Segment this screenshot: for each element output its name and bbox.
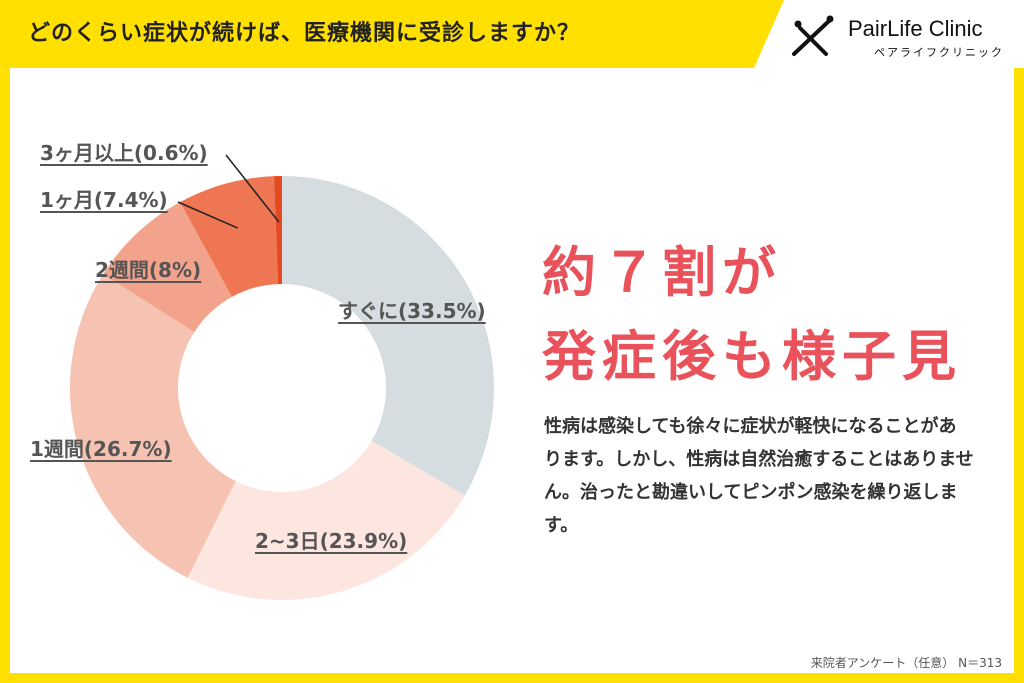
logo-subtitle: ペアライフクリニック [874, 46, 1004, 59]
title-bar: どのくらい症状が続けば、医療機関に受診しますか？ [0, 0, 760, 62]
slice-label-5: 3ヶ月以上(0.6%) [40, 141, 208, 165]
slice-label-0: すぐに(33.5%) [338, 299, 486, 323]
slice-2 [70, 274, 236, 578]
slice-1 [187, 440, 465, 600]
headline-line-1: 約７割が [542, 241, 782, 304]
slice-3 [103, 202, 232, 333]
chart-labels: すぐに(33.5%) 2~3日(23.9%) 1週間(26.7%) 2週間(8%) 1ヶ… [30, 141, 486, 554]
logo-icon [792, 15, 834, 56]
headline-line-2: 発症後も様子見 [542, 325, 962, 388]
chart-slices [70, 176, 494, 600]
chart-leader-lines [177, 154, 280, 229]
survey-footnote: 来院者アンケート（任意） N＝313 [810, 656, 1002, 670]
body-paragraph: 性病は感染しても徐々に症状が軽快になることがあります。しかし、性病は自然治癒する… [544, 416, 974, 536]
slice-label-3: 2週間(8%) [95, 258, 201, 282]
page-title: どのくらい症状が続けば、医療機関に受診しますか？ [28, 21, 581, 46]
slice-label-2: 1週間(26.7%) [30, 437, 172, 461]
logo-name: PairLife Clinic [848, 16, 983, 41]
leader-line-5 [225, 154, 280, 223]
slice-label-1: 2~3日(23.9%) [255, 529, 407, 553]
slice-0 [282, 176, 494, 496]
leader-line-4 [177, 201, 239, 229]
slice-4 [179, 176, 279, 297]
logo: PairLife Clinic ペアライフクリニック [754, 0, 1024, 68]
slice-label-4: 1ヶ月(7.4%) [40, 188, 168, 212]
slice-5 [274, 176, 282, 285]
